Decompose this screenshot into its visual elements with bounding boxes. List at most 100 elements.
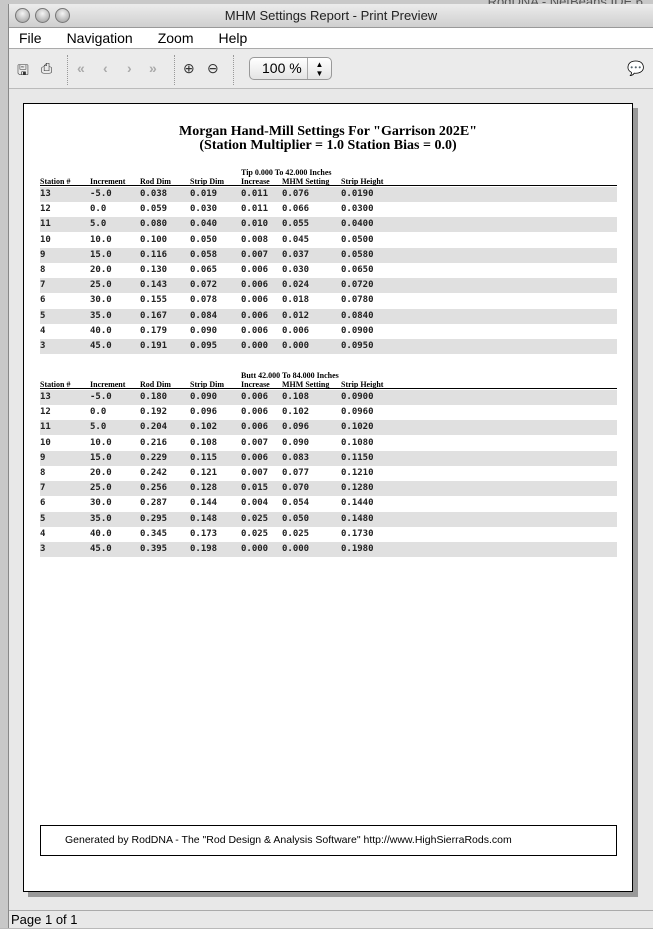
table-cell: 0.007 — [241, 437, 269, 448]
table-cell: 0.191 — [140, 341, 168, 351]
table-cell: 0.083 — [282, 452, 310, 463]
table-cell: 0.040 — [190, 219, 218, 230]
table-cell: 10 — [40, 234, 51, 245]
help-balloon-icon[interactable]: 💬 — [627, 60, 645, 76]
table-cell: 0.000 — [241, 341, 269, 351]
zoom-level-select[interactable]: 100 % ▲ ▼ — [249, 57, 332, 80]
table-cell: 0.155 — [140, 295, 168, 306]
menu-zoom[interactable]: Zoom — [157, 30, 194, 46]
table-cell: 0.115 — [190, 452, 218, 463]
table-row: 11 5.0 0.080 0.040 0.010 0.055 0.0400 — [40, 217, 617, 233]
table-cell: 15.0 — [90, 249, 112, 260]
toolbar: 🖫 ⎙ « ‹ › » ⊕ ⊖ 100 % ▲ ▼ 💬 — [9, 49, 653, 89]
table-cell: 0.173 — [190, 528, 218, 539]
table-cell: 0.037 — [282, 249, 310, 260]
table-cell: -5.0 — [90, 189, 112, 199]
table-cell: 0.006 — [241, 265, 269, 275]
last-page-icon[interactable]: » — [149, 60, 157, 76]
column-header: Station # — [40, 380, 71, 389]
table-cell: 5 — [40, 513, 46, 524]
table-cell: 0.006 — [241, 422, 269, 433]
save-icon[interactable]: 🖫 — [17, 62, 29, 78]
table-cell: 0.0300 — [341, 204, 374, 215]
table-cell: 0.0900 — [341, 325, 374, 336]
menu-help[interactable]: Help — [218, 30, 248, 46]
menu-navigation[interactable]: Navigation — [66, 30, 133, 46]
table-row: 5 35.0 0.167 0.084 0.006 0.012 0.0840 — [40, 308, 617, 324]
column-header: Increment — [90, 177, 126, 186]
menu-file[interactable]: File — [19, 30, 42, 46]
table-cell: 0.059 — [140, 204, 168, 215]
table-cell: 0.025 — [241, 513, 269, 524]
table-cell: 0.080 — [140, 219, 168, 230]
next-page-icon[interactable]: › — [127, 60, 132, 76]
table-cell: 0.004 — [241, 498, 269, 509]
table-cell: 11 — [40, 422, 51, 433]
table-cell: 0.1480 — [341, 513, 374, 524]
section-label: Butt 42.000 To 84.000 Inches — [241, 371, 339, 380]
table-row: 8 20.0 0.242 0.121 0.007 0.077 0.1210 — [40, 466, 617, 481]
previous-page-icon[interactable]: ‹ — [103, 60, 108, 76]
table-cell: 0.006 — [241, 310, 269, 321]
column-header: Strip Height — [341, 380, 384, 389]
table-cell: 40.0 — [90, 528, 112, 539]
table-cell: 0.0 — [90, 407, 107, 418]
preview-viewport[interactable]: Morgan Hand-Mill Settings For "Garrison … — [9, 92, 653, 910]
table-cell: 0.0190 — [341, 189, 374, 199]
table-cell: 0.072 — [190, 280, 218, 291]
table-cell: 0.180 — [140, 392, 168, 402]
table-cell: 0.090 — [190, 392, 218, 402]
close-window-button[interactable] — [15, 8, 30, 23]
table-cell: 5.0 — [90, 422, 107, 433]
table-cell: 0.008 — [241, 234, 269, 245]
table-cell: 0.1080 — [341, 437, 374, 448]
table-cell: 0.012 — [282, 310, 310, 321]
table-cell: 0.025 — [282, 528, 310, 539]
table-cell: 0.007 — [241, 249, 269, 260]
table-cell: 7 — [40, 280, 46, 291]
table-cell: 0.011 — [241, 189, 269, 199]
zoom-out-icon[interactable]: ⊖ — [207, 60, 219, 76]
table-cell: 0.025 — [241, 528, 269, 539]
column-header: Increase — [241, 380, 270, 389]
table-cell: 0.1980 — [341, 544, 374, 554]
table-cell: 0.1280 — [341, 483, 374, 494]
table-cell: 0.0960 — [341, 407, 374, 418]
table-cell: 4 — [40, 528, 46, 539]
table-cell: 35.0 — [90, 513, 112, 524]
column-header: Increase — [241, 177, 270, 186]
first-page-icon[interactable]: « — [77, 60, 85, 76]
table-cell: 0.030 — [190, 204, 218, 215]
table-row: 12 0.0 0.059 0.030 0.011 0.066 0.0300 — [40, 202, 617, 217]
minimize-window-button[interactable] — [35, 8, 50, 23]
column-header: Rod Dim — [140, 380, 171, 389]
table-row: 12 0.0 0.192 0.096 0.006 0.102 0.0960 — [40, 405, 617, 420]
table-row: 10 10.0 0.100 0.050 0.008 0.045 0.0500 — [40, 233, 617, 248]
print-icon[interactable]: ⎙ — [41, 60, 53, 76]
report-title: Morgan Hand-Mill Settings For "Garrison … — [178, 124, 477, 139]
zoom-stepper-arrows[interactable]: ▲ ▼ — [307, 58, 331, 79]
print-preview-window: MHM Settings Report - Print Preview File… — [8, 4, 653, 928]
table-cell: 13 — [40, 189, 51, 199]
table-cell: 0.077 — [282, 468, 310, 478]
table-cell: 3 — [40, 544, 46, 554]
table-cell: 10 — [40, 437, 51, 448]
table-cell: 0.000 — [241, 544, 269, 554]
table-cell: 0.216 — [140, 437, 168, 448]
table-cell: 0.011 — [241, 204, 269, 215]
status-bar: Page 1 of 1 — [9, 910, 653, 928]
table-cell: 0.229 — [140, 452, 168, 463]
table-cell: 0.000 — [282, 341, 310, 351]
table-row: 4 40.0 0.345 0.173 0.025 0.025 0.1730 — [40, 527, 617, 542]
table-cell: 3 — [40, 341, 46, 351]
table-cell: 0.1150 — [341, 452, 374, 463]
table-cell: 0.0950 — [341, 341, 374, 351]
table-cell: -5.0 — [90, 392, 112, 402]
table-row: 10 10.0 0.216 0.108 0.007 0.090 0.1080 — [40, 436, 617, 451]
zoom-in-icon[interactable]: ⊕ — [183, 60, 195, 76]
column-header: MHM Setting — [282, 177, 330, 186]
table-cell: 5 — [40, 310, 46, 321]
table-cell: 9 — [40, 452, 46, 463]
zoom-window-button[interactable] — [55, 8, 70, 23]
table-cell: 0.130 — [140, 265, 168, 275]
